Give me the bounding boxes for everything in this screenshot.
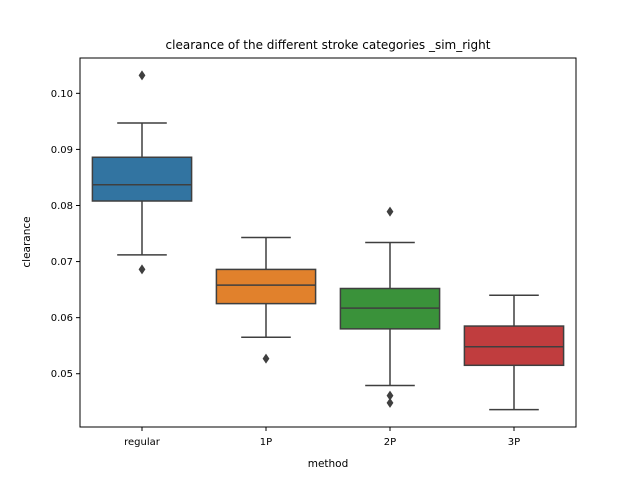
outlier-point xyxy=(386,206,394,217)
box-iqr xyxy=(463,325,565,367)
outlier-point xyxy=(262,353,270,364)
box-regular xyxy=(91,70,193,275)
y-tick-label: 0.10 xyxy=(51,89,73,100)
x-tick-label: regular xyxy=(124,437,161,448)
y-tick-label: 0.07 xyxy=(51,257,73,268)
box-iqr xyxy=(215,268,317,305)
box-1P xyxy=(215,236,317,364)
y-axis: 0.05 0.06 0.07 0.08 0.09 0.10 xyxy=(51,89,80,380)
box-iqr xyxy=(91,156,193,202)
x-tick-label: 1P xyxy=(260,437,272,448)
outlier-point xyxy=(138,264,146,275)
box-2P xyxy=(339,206,441,408)
x-axis-label: method xyxy=(308,458,349,470)
outlier-point xyxy=(386,397,394,408)
y-axis-label: clearance xyxy=(21,216,33,267)
y-tick-label: 0.09 xyxy=(51,145,73,156)
x-tick-label: 3P xyxy=(508,437,520,448)
chart-title: clearance of the different stroke catego… xyxy=(166,38,491,52)
box-3P xyxy=(463,294,565,411)
y-tick-label: 0.08 xyxy=(51,201,73,212)
plot-frame xyxy=(79,57,577,428)
boxes-layer xyxy=(91,70,565,411)
y-tick-label: 0.05 xyxy=(51,369,73,380)
outlier-point xyxy=(138,70,146,81)
x-axis: regular 1P 2P 3P xyxy=(124,427,520,448)
y-tick-label: 0.06 xyxy=(51,313,73,324)
outlier-point xyxy=(386,390,394,401)
x-tick-label: 2P xyxy=(384,437,396,448)
